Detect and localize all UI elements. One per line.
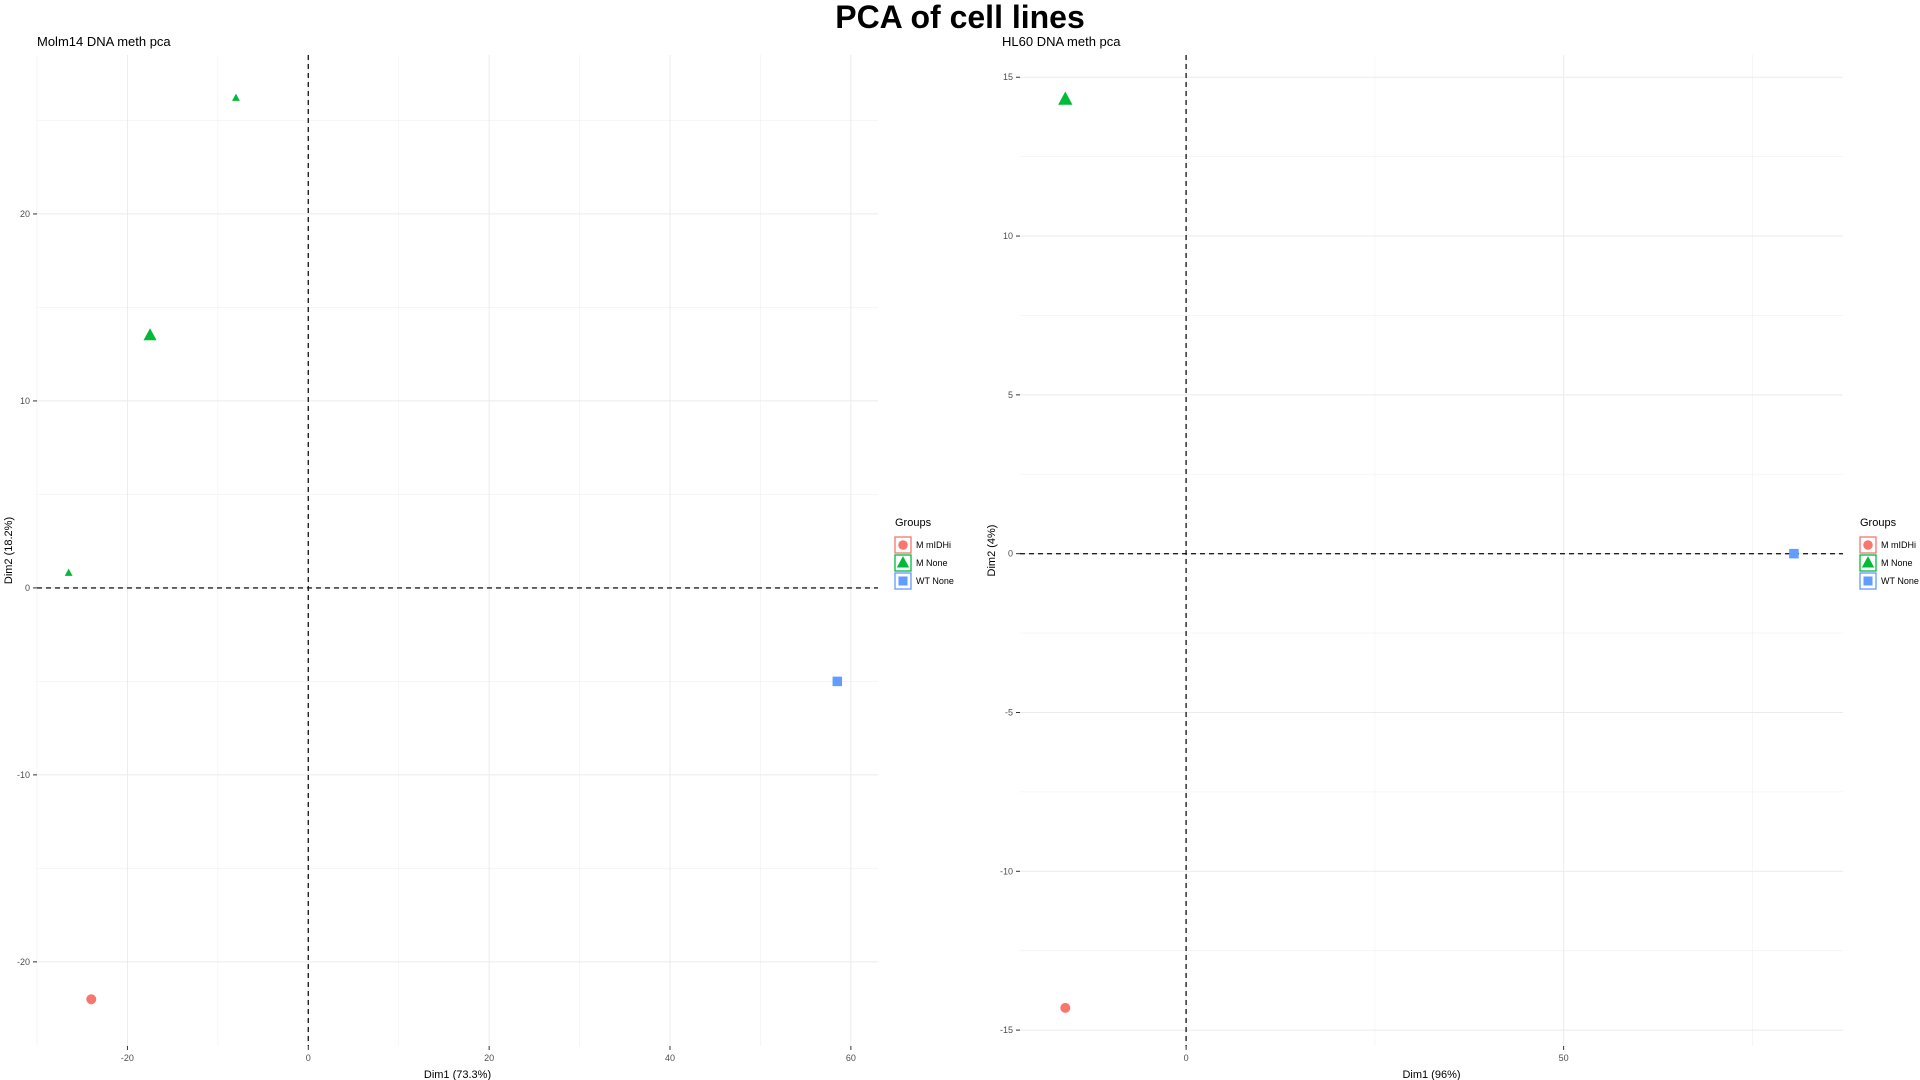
y-tick-label: -20	[17, 957, 30, 967]
y-tick-label: 0	[25, 583, 30, 593]
panel-title: Molm14 DNA meth pca	[37, 34, 171, 49]
y-tick-label: 5	[1008, 390, 1013, 400]
x-tick-label: 60	[846, 1053, 856, 1063]
y-tick-label: 15	[1003, 72, 1013, 82]
data-point	[232, 93, 240, 101]
x-tick-label: 50	[1559, 1053, 1569, 1063]
data-point	[143, 328, 157, 341]
data-point	[1060, 1002, 1071, 1013]
legend-key-symbol	[898, 540, 908, 550]
data-point	[64, 568, 73, 576]
data-point	[1058, 91, 1073, 105]
y-tick-label: -10	[17, 770, 30, 780]
legend-key-symbol	[1863, 540, 1873, 550]
legend-label: M None	[1881, 558, 1913, 568]
x-tick-label: 40	[665, 1053, 675, 1063]
y-tick-label: 0	[1008, 549, 1013, 559]
y-axis-title: Dim2 (4%)	[986, 525, 998, 577]
panel-hl60: 0 50 -15 -10 -5 0 5 10 15 HL60 DNA meth pca Dim1 (…	[986, 34, 1919, 1080]
y-tick-label: 10	[1003, 231, 1013, 241]
legend-label: WT None	[916, 576, 954, 586]
y-axis-title: Dim2 (18.2%)	[3, 517, 15, 584]
y-tick-label: -15	[1000, 1025, 1013, 1035]
legend-title: Groups	[1860, 517, 1897, 529]
legend-key-symbol	[898, 576, 908, 586]
data-point	[832, 676, 843, 687]
y-tick-label: 10	[20, 396, 30, 406]
legend-label: WT None	[1881, 576, 1919, 586]
legend-label: M mIDHi	[916, 540, 951, 550]
legend-key-symbol	[1863, 576, 1873, 586]
data-point	[86, 994, 97, 1005]
x-axis-title: Dim1 (96%)	[1402, 1069, 1460, 1080]
legend-title: Groups	[895, 517, 932, 529]
panel-molm14: -20 0 20 40 60 -20 -10 0 10 20 Molm14 DNA meth pca…	[3, 34, 954, 1080]
legend-label: M mIDHi	[1881, 540, 1916, 550]
data-point	[1789, 548, 1799, 559]
legend-key-symbol	[896, 556, 910, 568]
x-tick-label: 0	[1184, 1053, 1189, 1063]
x-axis-title: Dim1 (73.3%)	[424, 1069, 491, 1080]
figure-title: PCA of cell lines	[835, 0, 1085, 35]
x-tick-label: -20	[121, 1053, 134, 1063]
x-tick-label: 0	[306, 1053, 311, 1063]
legend-label: M None	[916, 558, 948, 568]
y-tick-label: 20	[20, 209, 30, 219]
panel-title: HL60 DNA meth pca	[1002, 34, 1121, 49]
y-tick-label: -5	[1005, 707, 1013, 717]
y-tick-label: -10	[1000, 866, 1013, 876]
legend-key-symbol	[1861, 556, 1875, 568]
x-tick-label: 20	[484, 1053, 494, 1063]
